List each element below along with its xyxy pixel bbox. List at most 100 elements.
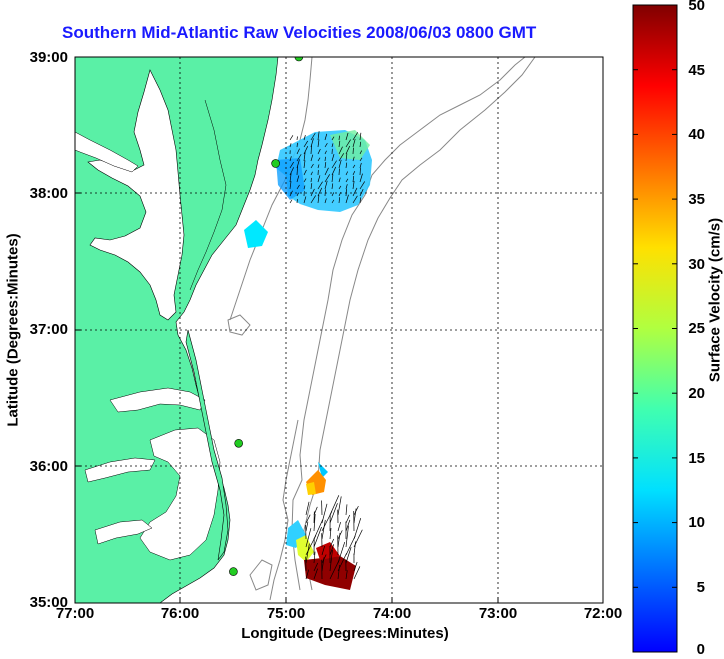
- velocity-arrow: [345, 570, 348, 580]
- velocity-arrow: [359, 150, 362, 155]
- velocity-arrow: [353, 566, 361, 580]
- velocity-arrow: [329, 538, 335, 548]
- outer-banks: [185, 329, 229, 561]
- velocity-arrow: [324, 161, 327, 169]
- velocity-arrow: [289, 173, 292, 183]
- velocity-arrow: [331, 174, 334, 183]
- velocity-arrow: [359, 157, 363, 162]
- colorbar-tick-label: 30: [688, 256, 705, 273]
- x-tick-label: 75:00: [266, 605, 306, 622]
- velocity-arrow: [303, 140, 309, 148]
- velocity-arrow: [310, 145, 312, 155]
- y-tick-label: 37:00: [29, 321, 68, 338]
- velocity-arrow: [359, 181, 366, 190]
- velocity-arrow: [331, 154, 335, 162]
- velocity-arrow: [296, 154, 302, 162]
- colorbar-tick-label: 15: [688, 450, 705, 467]
- velocity-arrow: [345, 178, 349, 183]
- velocity-arrow: [345, 525, 349, 548]
- velocity-arrow: [337, 530, 343, 540]
- colorbar-tick-label: 25: [688, 320, 705, 337]
- velocity-arrow: [317, 139, 320, 148]
- velocity-arrow: [345, 153, 348, 162]
- bathymetry-contour-f: [227, 314, 251, 336]
- velocity-arrow: [305, 501, 310, 516]
- velocity-arrow: [359, 173, 363, 183]
- velocity-arrow: [303, 196, 307, 204]
- colorbar-tick-label: 40: [688, 126, 705, 143]
- velocity-arrow: [313, 562, 319, 572]
- colorbar-tick-label: 35: [688, 191, 705, 208]
- y-axis-label: Latitude (Degrees:Minutes): [4, 233, 22, 427]
- velocity-arrow: [337, 522, 341, 532]
- velocity-arrow: [313, 551, 316, 564]
- velocity-field-south: [286, 470, 363, 590]
- velocity-arrow: [310, 195, 316, 204]
- velocity-arrow: [329, 549, 333, 572]
- x-tick-label: 73:00: [478, 605, 518, 622]
- velocity-arrow: [337, 496, 342, 516]
- velocity-arrow: [324, 174, 331, 183]
- albemarle-sound: [109, 387, 206, 413]
- velocity-arrow: [329, 544, 335, 556]
- velocity-arrow: [345, 504, 348, 516]
- velocity-arrow: [324, 167, 329, 176]
- velocity-arrow: [353, 541, 356, 556]
- velocity-arrow: [359, 188, 364, 197]
- velocity-arrow: [317, 157, 321, 162]
- velocity-arrow: [305, 543, 310, 564]
- y-tick-label: 39:00: [29, 49, 68, 66]
- grid-lines: [75, 57, 603, 603]
- velocity-arrow: [359, 132, 362, 141]
- velocity-arrow: [331, 143, 334, 148]
- velocity-arrow: [305, 514, 311, 524]
- velocity-arrow: [337, 541, 346, 564]
- velocity-arrow: [310, 171, 313, 176]
- colorbar-tick-label: 10: [688, 514, 705, 531]
- velocity-arrow: [345, 132, 349, 141]
- x-tick-label: 72:00: [583, 605, 623, 622]
- velocity-arrow: [317, 195, 320, 204]
- hf-radar-stations: [229, 57, 304, 576]
- velocity-arrow: [352, 132, 359, 141]
- velocity-arrow: [296, 192, 299, 197]
- colorbar: [632, 4, 678, 653]
- radar-station-marker: [229, 567, 238, 576]
- velocity-arrow: [353, 517, 362, 540]
- velocity-arrow: [310, 183, 313, 190]
- velocity-arrow: [338, 185, 342, 190]
- velocity-arrow: [303, 178, 307, 183]
- velocity-arrow: [345, 145, 351, 155]
- velocity-arrow: [317, 175, 321, 183]
- velocity-arrow: [289, 156, 292, 162]
- y-tick-label: 38:00: [29, 185, 68, 202]
- velocity-arrow: [313, 568, 318, 580]
- velocity-arrow: [321, 519, 326, 540]
- colorbar-tick-label: 20: [688, 385, 705, 402]
- velocity-arrow: [337, 564, 340, 580]
- velocity-arrow: [289, 167, 295, 176]
- colorbar-label: Surface Velocity (cm/s): [706, 217, 724, 383]
- velocity-arrow: [289, 135, 294, 141]
- radar-station-marker: [294, 57, 304, 62]
- velocity-arrow: [317, 148, 321, 155]
- velocity-arrow: [329, 503, 338, 524]
- velocity-arrow: [338, 159, 342, 169]
- velocity-arrow: [313, 519, 324, 540]
- velocity-arrow: [329, 527, 332, 540]
- velocity-arrow: [310, 138, 314, 148]
- velocity-arrow: [310, 163, 314, 169]
- colorbar-tick-label: 50: [688, 0, 705, 14]
- velocity-arrow: [331, 136, 335, 141]
- velocity-arrow: [345, 162, 348, 169]
- velocity-arrow: [296, 184, 300, 190]
- x-axis-label: Longitude (Degrees:Minutes): [241, 625, 449, 642]
- velocity-arrow: [317, 131, 320, 141]
- map-title: Southern Mid-Atlantic Raw Velocities 200…: [62, 23, 537, 42]
- velocity-arrow: [324, 156, 326, 162]
- velocity-arrow: [331, 183, 334, 190]
- velocity-arrow: [296, 142, 298, 148]
- x-tick-label: 76:00: [160, 605, 200, 622]
- colorbar-tick-label: 45: [688, 62, 705, 79]
- velocity-arrow: [296, 198, 298, 204]
